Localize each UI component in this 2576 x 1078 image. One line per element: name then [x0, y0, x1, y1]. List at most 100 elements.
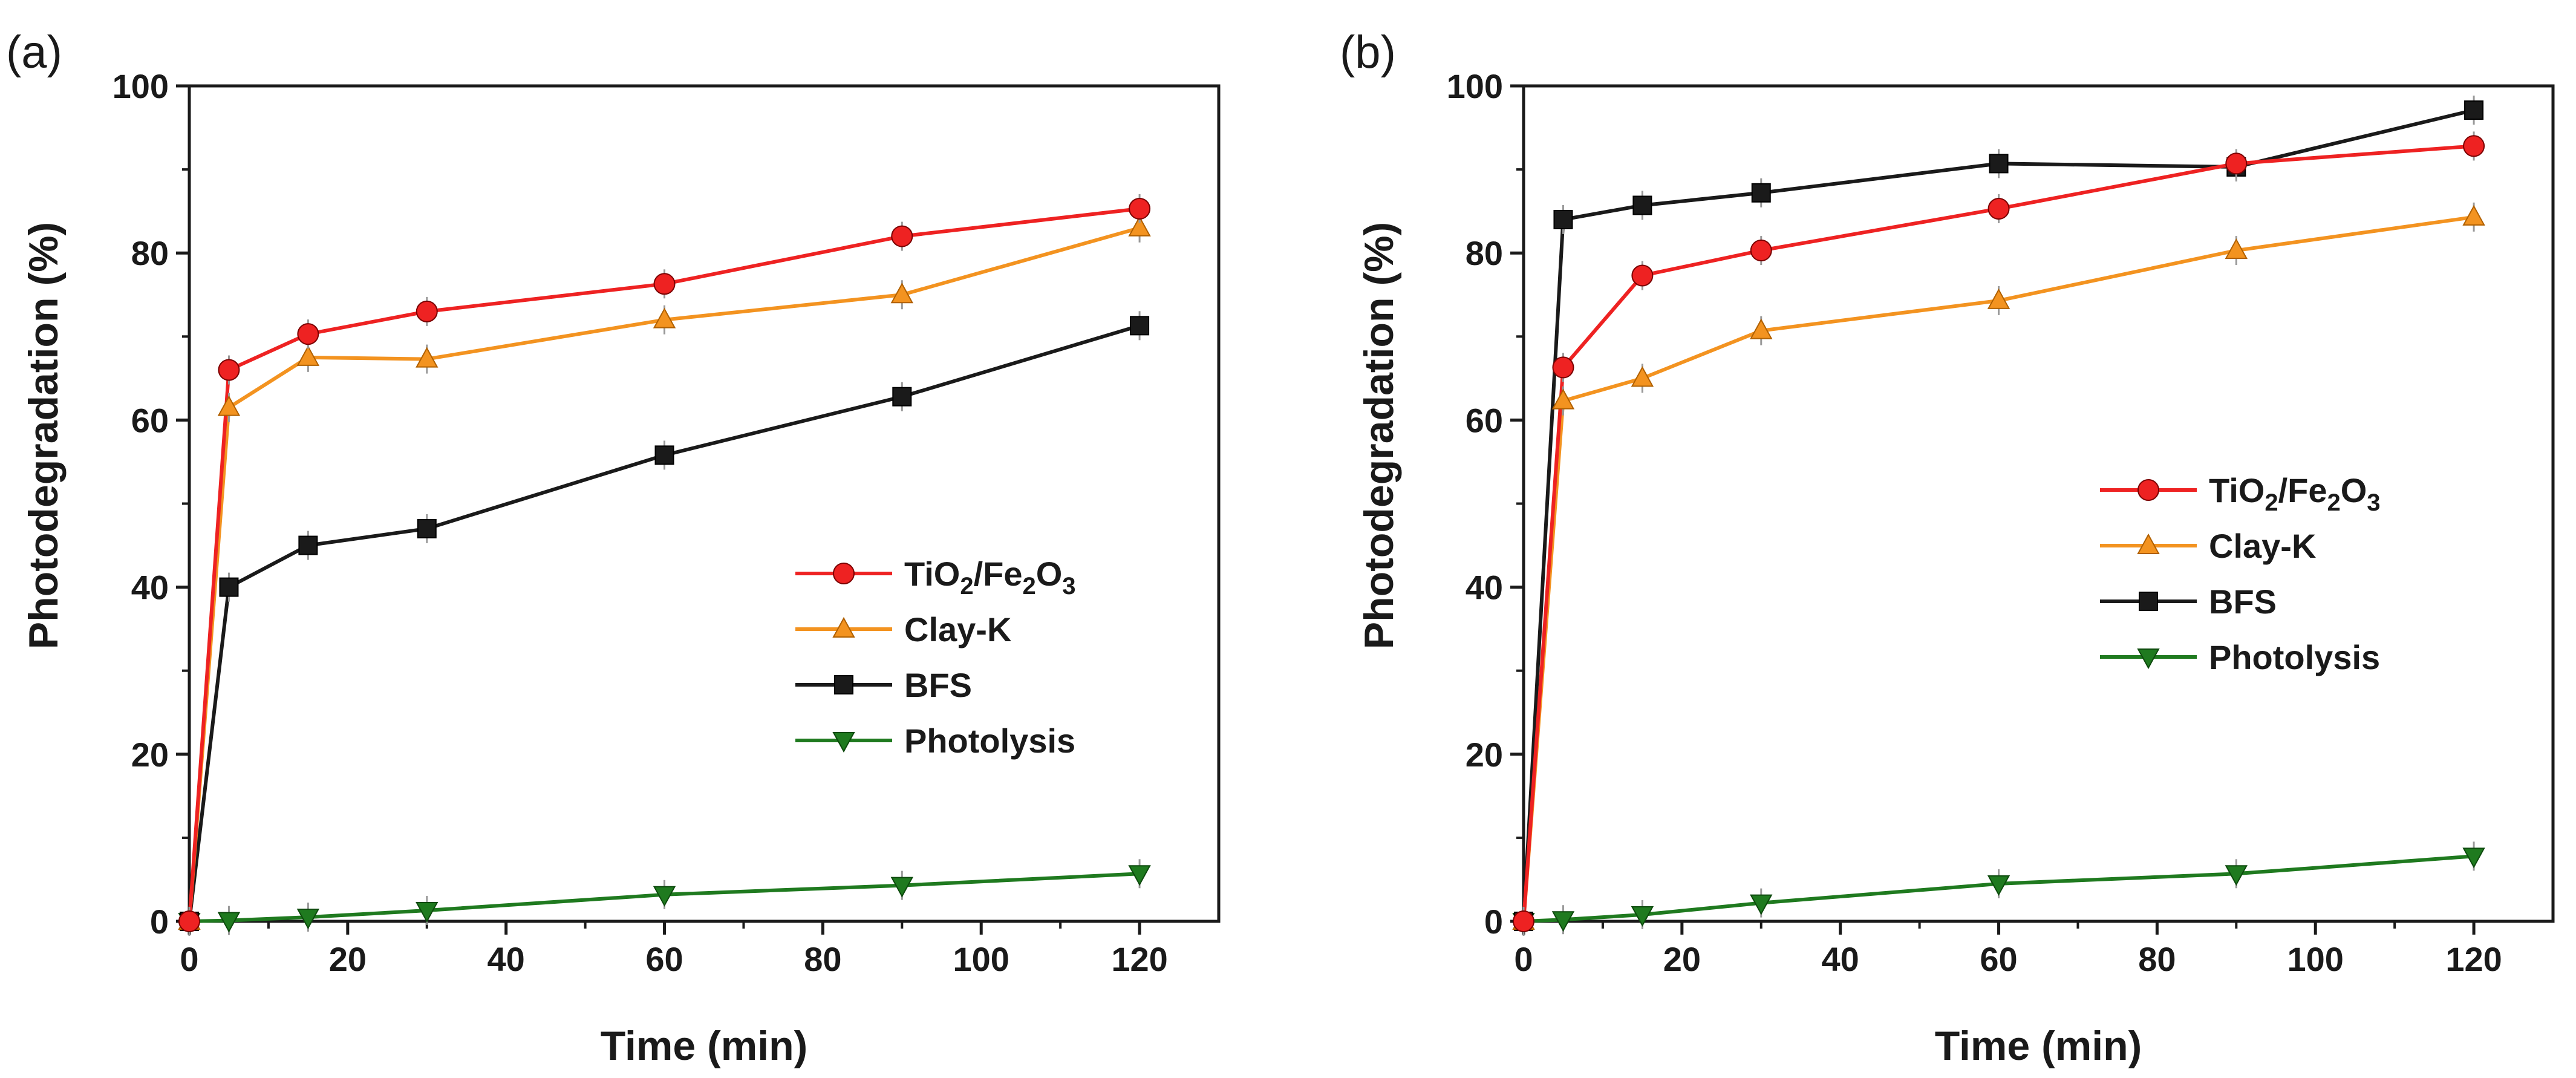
data-point-photolysis	[296, 909, 320, 930]
x-tick-label: 100	[2287, 940, 2344, 978]
legend-b: TiO2/Fe2O3 Clay-K BFS Photolysis	[2100, 471, 2381, 676]
plot-area-b: 0 20 40 60 80 100 120 0 20 40 60 80 100	[1447, 67, 2555, 978]
x-tick-label: 40	[1822, 940, 1859, 978]
data-point-bfs	[219, 577, 239, 597]
legend-marker-photolysis	[832, 732, 855, 753]
x-tick-label: 80	[2138, 940, 2176, 978]
data-point-photolysis	[1631, 906, 1654, 927]
x-tick-label: 120	[2445, 940, 2502, 978]
y-tick-label: 40	[131, 569, 169, 607]
y-tick-label: 80	[1466, 234, 1503, 272]
x-axis-title-b: Time (min)	[1935, 1023, 2142, 1069]
series-line-clay-k	[1522, 215, 2474, 922]
panel-b: (b) Photodegradation (%) Time (min) 0 20 4…	[1340, 27, 2555, 1069]
data-point-photolysis	[1750, 894, 1773, 915]
data-point-bfs	[1130, 316, 1150, 336]
x-tick-label: 20	[1663, 940, 1701, 978]
axes-frame-a	[187, 84, 1221, 923]
y-tick-label: 60	[131, 401, 169, 439]
legend-marker-bfs	[2139, 592, 2158, 611]
data-point-photolysis	[2225, 865, 2248, 886]
data-point-photolysis	[1987, 875, 2010, 896]
data-point-tio2-fe2o3	[1750, 240, 1772, 262]
data-point-photolysis	[416, 902, 439, 923]
data-point-tio2-fe2o3	[1552, 356, 1574, 379]
data-point-bfs	[417, 518, 437, 538]
legend-marker-tio2-fe2o3	[2137, 479, 2159, 501]
data-point-clay-k	[1128, 215, 1151, 237]
data-point-clay-k	[416, 347, 439, 368]
x-tick-label: 40	[487, 940, 525, 978]
panel-a: (a) Photodegradation (%) Time (min) 0 20 4…	[6, 27, 1221, 1069]
legend-marker-photolysis	[2137, 648, 2160, 670]
legend-label-bfs: BFS	[904, 666, 972, 704]
data-point-tio2-fe2o3	[218, 359, 240, 381]
data-point-clay-k	[2462, 204, 2485, 226]
data-point-photolysis	[2462, 848, 2485, 869]
x-tick-label: 60	[1980, 940, 2017, 978]
data-point-bfs	[1989, 154, 2009, 174]
data-point-bfs	[2464, 100, 2484, 120]
y-tick-label: 20	[131, 736, 169, 774]
y-axis-title-b: Photodegradation (%)	[1356, 222, 1402, 649]
data-point-clay-k	[890, 283, 913, 304]
x-tick-label: 100	[953, 940, 1009, 978]
y-tick-label: 100	[1447, 67, 1503, 105]
y-tick-label: 40	[1466, 569, 1503, 607]
legend-label-photolysis: Photolysis	[904, 722, 1075, 760]
x-tick-label: 0	[1514, 940, 1533, 978]
data-point-bfs	[1553, 209, 1573, 229]
data-point-tio2-fe2o3	[891, 225, 913, 247]
series-line-tio2-fe2o3	[1522, 144, 2474, 922]
data-point-bfs	[1632, 195, 1652, 215]
data-point-tio2-fe2o3	[2463, 135, 2485, 157]
data-point-clay-k	[1631, 366, 1654, 387]
data-point-photolysis	[653, 886, 676, 907]
legend-label-tio2-fe2o3: TiO2/Fe2O3	[904, 555, 1076, 599]
data-point-tio2-fe2o3	[416, 300, 438, 322]
data-point-clay-k	[217, 395, 241, 416]
legend-label-clay-k: Clay-K	[2209, 527, 2316, 565]
panel-label-b: (b)	[1340, 27, 1396, 78]
data-point-tio2-fe2o3	[1631, 264, 1654, 287]
data-point-tio2-fe2o3	[178, 910, 200, 932]
legend-marker-clay-k	[2137, 533, 2160, 554]
data-point-photolysis	[1551, 911, 1575, 932]
data-point-tio2-fe2o3	[1129, 198, 1151, 220]
x-axis-title-a: Time (min)	[601, 1023, 808, 1069]
legend-marker-bfs	[834, 675, 853, 694]
y-tick-label: 0	[150, 903, 169, 941]
legend-label-clay-k: Clay-K	[904, 610, 1011, 648]
y-tick-label: 80	[131, 234, 169, 272]
data-point-photolysis	[1128, 865, 1151, 886]
axes-frame-b	[1522, 84, 2555, 923]
y-tick-label: 20	[1466, 736, 1503, 774]
data-point-clay-k	[1551, 388, 1575, 410]
legend-marker-tio2-fe2o3	[833, 563, 855, 584]
data-point-tio2-fe2o3	[653, 273, 676, 295]
data-point-tio2-fe2o3	[1987, 198, 2010, 220]
y-tick-label: 60	[1466, 401, 1503, 439]
data-point-clay-k	[1750, 318, 1773, 339]
data-point-tio2-fe2o3	[297, 323, 319, 345]
y-tick-label: 100	[112, 67, 169, 105]
data-point-bfs	[892, 387, 912, 407]
data-point-clay-k	[1987, 288, 2010, 309]
data-point-tio2-fe2o3	[2225, 152, 2248, 175]
data-point-clay-k	[296, 345, 320, 366]
x-tick-label: 120	[1111, 940, 1167, 978]
y-axis-title-a: Photodegradation (%)	[21, 222, 67, 649]
legend-label-tio2-fe2o3: TiO2/Fe2O3	[2209, 471, 2381, 516]
legend-label-photolysis: Photolysis	[2209, 638, 2380, 676]
legend-marker-clay-k	[832, 616, 855, 638]
data-point-photolysis	[217, 912, 241, 933]
x-tick-label: 20	[329, 940, 367, 978]
data-point-clay-k	[2225, 238, 2248, 260]
x-tick-label: 80	[804, 940, 841, 978]
data-point-bfs	[298, 535, 318, 555]
data-point-bfs	[1751, 183, 1771, 203]
data-point-clay-k	[653, 307, 676, 328]
y-tick-label: 0	[1484, 903, 1503, 941]
x-tick-label: 0	[180, 940, 198, 978]
